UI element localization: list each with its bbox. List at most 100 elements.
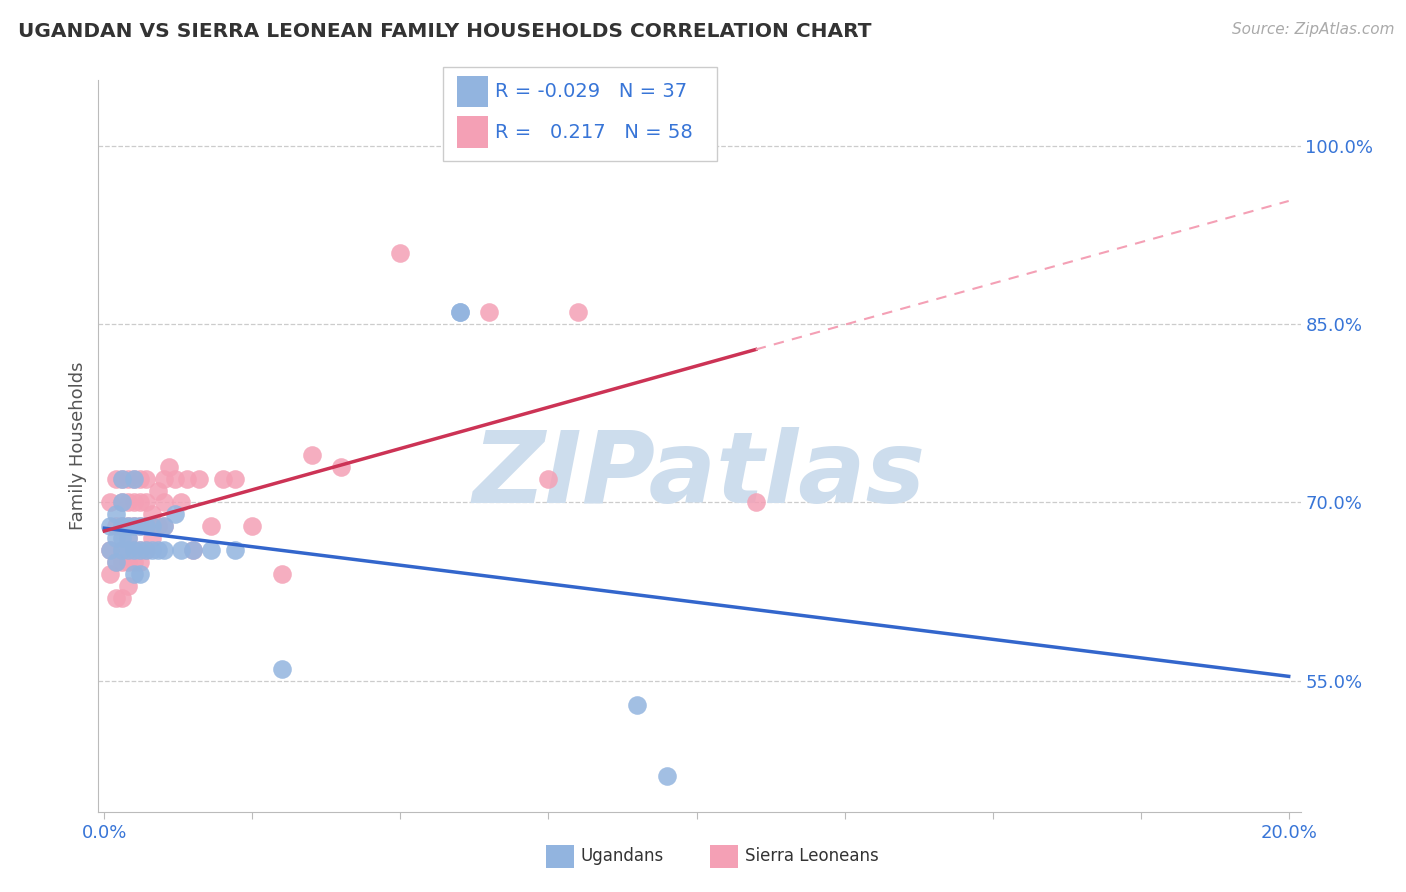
Text: R =   0.217   N = 58: R = 0.217 N = 58 <box>495 122 693 142</box>
Point <box>181 543 204 558</box>
Point <box>105 555 128 569</box>
Point <box>122 519 145 533</box>
Text: Source: ZipAtlas.com: Source: ZipAtlas.com <box>1232 22 1395 37</box>
Point <box>98 543 121 558</box>
Point <box>128 519 150 533</box>
Point <box>122 472 145 486</box>
Point <box>117 531 139 545</box>
Point <box>188 472 211 486</box>
Point <box>122 495 145 509</box>
Point <box>111 543 134 558</box>
Point <box>165 508 187 522</box>
Point <box>111 519 134 533</box>
Point <box>224 472 246 486</box>
Point <box>105 508 128 522</box>
Point <box>135 519 157 533</box>
Point <box>111 555 134 569</box>
Point <box>152 495 174 509</box>
Point <box>170 495 193 509</box>
Point <box>745 495 768 509</box>
Point <box>200 519 222 533</box>
Point <box>146 519 169 533</box>
Point <box>271 662 294 676</box>
Point <box>537 472 560 486</box>
Point <box>117 579 139 593</box>
Text: Sierra Leoneans: Sierra Leoneans <box>745 847 879 865</box>
Point <box>141 508 163 522</box>
Point <box>449 305 471 319</box>
Point <box>626 698 648 712</box>
Point <box>211 472 233 486</box>
Point <box>98 566 121 581</box>
Point <box>176 472 198 486</box>
Point <box>165 472 187 486</box>
Point <box>135 543 157 558</box>
Point <box>117 555 139 569</box>
Point <box>98 543 121 558</box>
Point <box>128 495 150 509</box>
Point <box>181 543 204 558</box>
Point <box>152 519 174 533</box>
Point <box>105 472 128 486</box>
Point <box>170 543 193 558</box>
Point <box>330 459 353 474</box>
Point <box>111 591 134 605</box>
Point <box>111 495 134 509</box>
Point <box>98 495 121 509</box>
Text: ZIPatlas: ZIPatlas <box>472 426 927 524</box>
Point <box>122 472 145 486</box>
Point <box>117 543 139 558</box>
Point <box>111 531 134 545</box>
Point <box>117 519 139 533</box>
Text: Ugandans: Ugandans <box>581 847 664 865</box>
Point <box>98 519 121 533</box>
Point <box>128 543 150 558</box>
Point <box>135 543 157 558</box>
Point <box>224 543 246 558</box>
Point <box>117 531 139 545</box>
Point <box>105 531 128 545</box>
Point <box>152 519 174 533</box>
Point <box>141 543 163 558</box>
Point <box>122 566 145 581</box>
Point <box>159 459 181 474</box>
Point <box>105 591 128 605</box>
Point <box>122 543 145 558</box>
Point <box>146 483 169 498</box>
Point <box>271 566 294 581</box>
Point <box>117 472 139 486</box>
Point <box>122 543 145 558</box>
Point <box>111 543 134 558</box>
Point <box>152 472 174 486</box>
Point <box>135 472 157 486</box>
Point <box>200 543 222 558</box>
Text: UGANDAN VS SIERRA LEONEAN FAMILY HOUSEHOLDS CORRELATION CHART: UGANDAN VS SIERRA LEONEAN FAMILY HOUSEHO… <box>18 22 872 41</box>
Point <box>128 566 150 581</box>
Point <box>135 519 157 533</box>
Point <box>478 305 501 319</box>
Point <box>117 519 139 533</box>
Point <box>141 531 163 545</box>
Y-axis label: Family Households: Family Households <box>69 362 87 530</box>
Point <box>146 543 169 558</box>
Point <box>128 472 150 486</box>
Point <box>135 495 157 509</box>
Point <box>128 543 150 558</box>
Point <box>122 555 145 569</box>
Point <box>141 519 163 533</box>
Point <box>567 305 589 319</box>
Point <box>111 472 134 486</box>
Point <box>111 472 134 486</box>
Point <box>242 519 264 533</box>
Point <box>301 448 323 462</box>
Point <box>105 555 128 569</box>
Point <box>111 495 134 509</box>
Point <box>128 519 150 533</box>
Point <box>128 555 150 569</box>
Text: R = -0.029   N = 37: R = -0.029 N = 37 <box>495 82 688 102</box>
Point <box>389 245 412 260</box>
Point <box>111 519 134 533</box>
Point <box>105 519 128 533</box>
Point <box>122 519 145 533</box>
Point <box>449 305 471 319</box>
